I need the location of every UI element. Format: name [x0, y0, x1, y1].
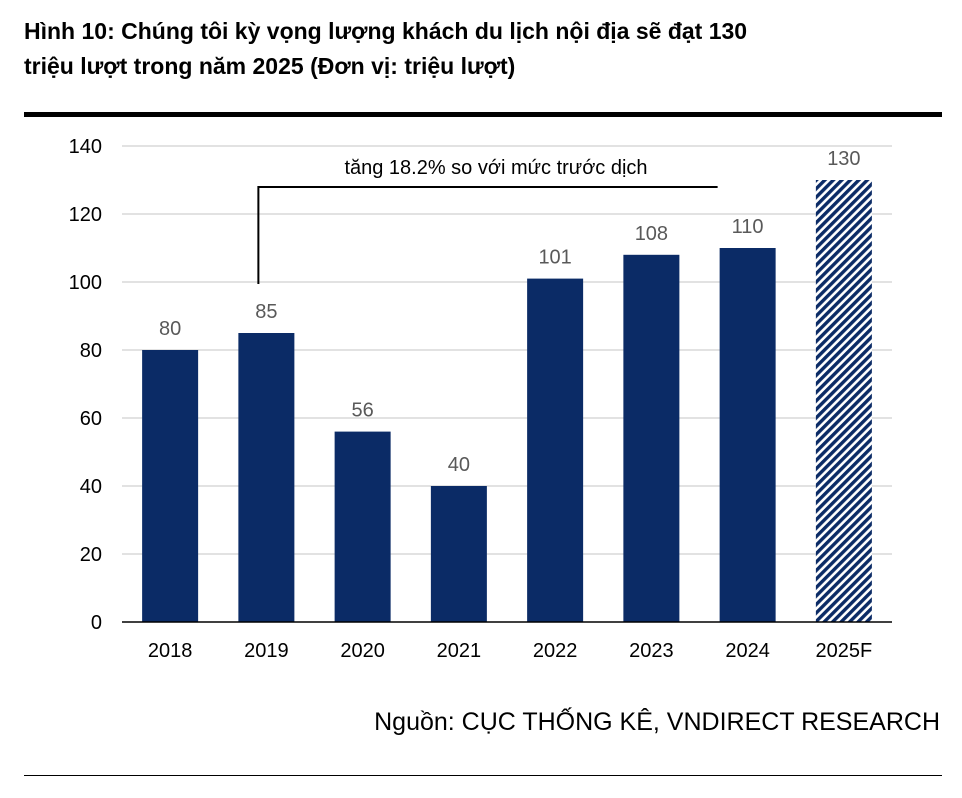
y-tick-label: 80 [80, 340, 102, 362]
data-label: 110 [732, 216, 764, 238]
y-tick-label: 20 [80, 544, 102, 566]
figure-title-line-1: Hình 10: Chúng tôi kỳ vọng lượng khách d… [24, 14, 944, 49]
x-tick-label: 2020 [340, 640, 385, 662]
data-label: 130 [827, 148, 860, 170]
x-tick-label: 2023 [629, 640, 674, 662]
x-tick-label: 2019 [244, 640, 289, 662]
bar-forecast [816, 180, 872, 622]
source-note: Nguồn: CỤC THỐNG KÊ, VNDIRECT RESEARCH [374, 708, 940, 737]
x-tick-label: 2022 [533, 640, 578, 662]
bar [623, 255, 679, 622]
x-tick-label: 2021 [437, 640, 482, 662]
x-tick-label: 2025F [816, 640, 873, 662]
figure-title: Hình 10: Chúng tôi kỳ vọng lượng khách d… [24, 14, 944, 84]
y-tick-label: 60 [80, 408, 102, 430]
y-tick-label: 100 [69, 272, 102, 294]
gridlines [122, 146, 892, 554]
data-label: 56 [352, 400, 374, 422]
data-label: 101 [538, 247, 571, 269]
data-label: 85 [255, 301, 277, 323]
data-label: 80 [159, 318, 181, 340]
bar [431, 486, 487, 622]
bar [720, 248, 776, 622]
top-rule [24, 112, 942, 117]
y-tick-label: 0 [91, 612, 102, 634]
bar [142, 350, 198, 622]
y-tick-label: 40 [80, 476, 102, 498]
x-tick-label: 2018 [148, 640, 193, 662]
data-label: 108 [635, 223, 668, 245]
bottom-rule [24, 775, 942, 776]
x-tick-label: 2024 [725, 640, 770, 662]
data-label: 40 [448, 454, 470, 476]
figure-title-line-2: triệu lượt trong năm 2025 (Đơn vị: triệu… [24, 49, 944, 84]
bars [142, 180, 872, 622]
bar-chart: 0 20 40 60 80 100 120 140 2018 2019 2020 2021 2022 20… [0, 120, 962, 680]
y-tick-label: 140 [69, 136, 102, 158]
bar [238, 333, 294, 622]
y-tick-label: 120 [69, 204, 102, 226]
annotation-text: tăng 18.2% so với mức trước dịch [344, 157, 647, 179]
bar [527, 279, 583, 622]
bar [335, 432, 391, 622]
